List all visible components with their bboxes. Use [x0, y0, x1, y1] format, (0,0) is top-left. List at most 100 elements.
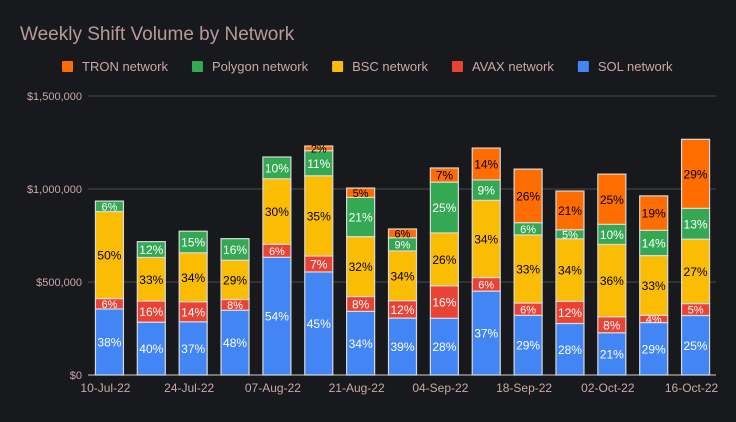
data-label: 15% [181, 236, 205, 250]
legend-label: TRON network [82, 59, 168, 74]
bar-segment[interactable] [680, 314, 711, 376]
bar-group: 34% 8% 32% 21% 5% [346, 187, 376, 376]
data-label: 25% [432, 201, 456, 215]
bar-segment[interactable] [220, 259, 250, 301]
bar-segment[interactable] [680, 207, 711, 240]
bar-segment[interactable] [429, 317, 459, 376]
bar-segment[interactable] [597, 173, 627, 225]
bar-segment[interactable] [429, 167, 459, 183]
bar-segment[interactable] [262, 156, 292, 180]
bar-segment[interactable] [680, 138, 711, 209]
bar-segment[interactable] [136, 241, 166, 259]
bar-segment[interactable] [597, 243, 627, 318]
x-tick-label: 24-Jul-22 [164, 381, 214, 395]
y-tick-label: $500,000 [36, 277, 82, 289]
legend-item[interactable]: TRON network [62, 59, 168, 74]
bar-segment[interactable] [597, 332, 627, 376]
bar-segment[interactable] [304, 175, 334, 257]
bar-group: 37% 6% 34% 9% 14% [471, 147, 501, 376]
bar-segment[interactable] [555, 322, 585, 376]
data-label: 37% [181, 342, 205, 356]
bar-segment[interactable] [513, 168, 543, 224]
data-label: 25% [600, 193, 624, 207]
data-label: 14% [181, 305, 205, 319]
bar-segment[interactable] [471, 147, 501, 181]
data-label: 7% [310, 258, 328, 272]
data-label: 7% [436, 169, 454, 183]
data-label: 8% [352, 298, 370, 312]
data-label: 26% [516, 189, 540, 203]
legend-swatch [577, 61, 589, 72]
data-label: 6% [520, 224, 536, 236]
x-tick-label: 21-Aug-22 [329, 381, 385, 395]
x-tick-label: 02-Oct-22 [581, 381, 635, 395]
data-label: 9% [478, 184, 496, 198]
data-label: 11% [307, 157, 330, 171]
data-label: 6% [520, 304, 536, 316]
legend-label: Polygon network [212, 59, 309, 74]
legend-swatch [451, 61, 463, 72]
bar-group: 29% 4% 33% 14% 19% [639, 195, 669, 376]
bar-group: 28% 12% 34% 5% 21% [555, 190, 585, 376]
data-label: 27% [684, 265, 708, 279]
bar-segment[interactable] [429, 285, 459, 319]
bar-segment[interactable] [555, 238, 585, 302]
bar-segment[interactable] [387, 228, 418, 239]
bar-group: 28% 16% 26% 25% 7% [429, 167, 459, 376]
bar-segment[interactable] [178, 321, 208, 376]
bar-segment[interactable] [639, 321, 669, 376]
bar-group: 48% 8% 29% 16% [220, 238, 250, 376]
bar-segment[interactable] [387, 250, 418, 302]
data-label: 12% [139, 243, 163, 257]
bar-segment[interactable] [346, 187, 376, 198]
bar-segment[interactable] [471, 290, 501, 376]
data-label: 33% [516, 263, 540, 277]
bar-segment[interactable] [94, 308, 125, 376]
data-label: 8% [227, 300, 243, 312]
bar-segment[interactable] [639, 254, 669, 316]
data-label: 33% [642, 279, 666, 293]
data-label: 30% [265, 205, 289, 219]
data-label: 21% [558, 204, 582, 218]
data-label: 38% [97, 336, 121, 350]
legend-item[interactable]: SOL network [577, 59, 673, 74]
bar-segment[interactable] [639, 195, 669, 231]
bar-segment[interactable] [94, 200, 125, 213]
data-label: 29% [223, 273, 247, 287]
data-label: 34% [349, 337, 373, 351]
bar-segment[interactable] [304, 145, 334, 152]
data-label: 32% [349, 260, 373, 274]
bar-segment[interactable] [387, 317, 418, 376]
data-label: 4% [646, 314, 662, 326]
bar-segment[interactable] [220, 309, 250, 376]
bar-segment[interactable] [555, 190, 585, 231]
bar-group: 29% 6% 33% 6% 26% [513, 168, 543, 376]
bar-segment[interactable] [262, 178, 292, 245]
data-label: 12% [390, 303, 414, 317]
bar-segment[interactable] [94, 210, 125, 300]
bar-segment[interactable] [178, 230, 208, 254]
data-label: 14% [474, 158, 498, 172]
bar-segment[interactable] [513, 234, 543, 304]
data-label: 21% [600, 347, 624, 361]
bar-segment[interactable] [513, 314, 543, 376]
legend-item[interactable]: Polygon network [191, 59, 309, 74]
chart-title: Weekly Shift Volume by Network [20, 24, 295, 45]
data-label: 5% [353, 188, 369, 200]
data-label: 10% [600, 228, 624, 242]
data-label: 28% [558, 343, 582, 357]
data-label: 34% [390, 269, 414, 283]
y-axis: $0 $500,000 $1,000,000 $1,500,000 [27, 91, 82, 382]
legend-item[interactable]: AVAX network [451, 59, 554, 74]
bar-segment[interactable] [304, 271, 334, 376]
bar-segment[interactable] [346, 310, 376, 376]
bar-segment[interactable] [346, 236, 376, 298]
bar-segment[interactable] [220, 238, 250, 261]
legend-item[interactable]: BSC network [332, 59, 428, 74]
data-label: 54% [265, 310, 289, 324]
bar-group: 25% 5% 27% 13% 29% [680, 138, 711, 376]
bar-segment[interactable] [178, 252, 208, 303]
data-label: 6% [101, 201, 117, 213]
data-label: 2% [311, 144, 327, 156]
data-label: 12% [558, 306, 582, 320]
